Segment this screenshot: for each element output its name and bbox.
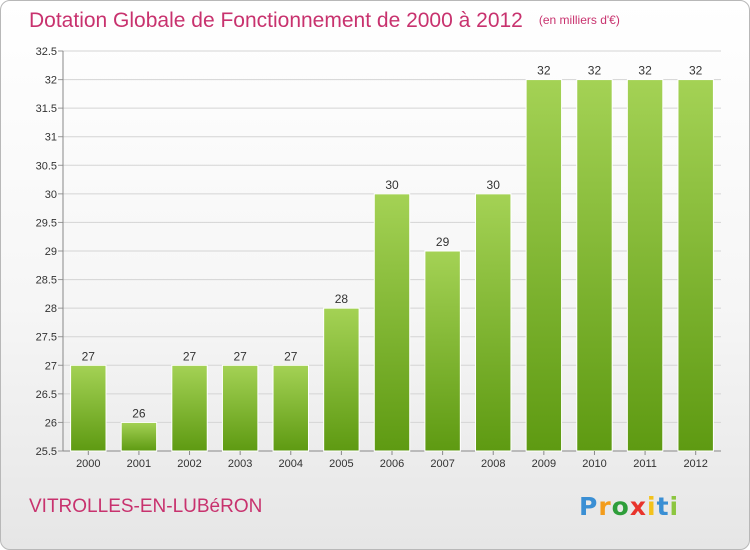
x-tick-label: 2003 xyxy=(228,458,252,470)
data-label: 27 xyxy=(82,349,96,363)
y-tick-label: 27.5 xyxy=(36,332,57,344)
x-tick-label: 2004 xyxy=(279,458,303,470)
bar xyxy=(323,307,360,452)
logo-letter: i xyxy=(669,492,680,521)
x-tick-label: 2010 xyxy=(582,458,606,470)
x-tick-label: 2009 xyxy=(532,458,556,470)
y-tick-label: 30 xyxy=(45,189,57,201)
data-label: 26 xyxy=(132,406,146,420)
data-label: 30 xyxy=(385,178,399,192)
bar xyxy=(525,79,563,452)
data-label: 29 xyxy=(436,235,450,249)
data-label: 32 xyxy=(588,64,602,78)
data-label: 27 xyxy=(233,349,247,363)
x-tick-label: 2005 xyxy=(329,458,353,470)
x-tick-label: 2000 xyxy=(76,458,100,470)
y-tick-label: 28.5 xyxy=(36,275,57,287)
y-tick-label: 31.5 xyxy=(36,103,57,115)
proxiti-logo: Proxiti xyxy=(579,492,679,521)
data-label: 27 xyxy=(183,349,197,363)
bar xyxy=(677,79,714,452)
logo-letter: i xyxy=(647,492,657,521)
x-tick-label: 2012 xyxy=(683,458,707,470)
y-tick-label: 31 xyxy=(45,132,57,144)
bar xyxy=(475,193,512,452)
commune-name: VITROLLES-EN-LUBéRON xyxy=(29,496,263,517)
x-tick-label: 2008 xyxy=(481,458,505,470)
y-tick-label: 29.5 xyxy=(36,217,57,229)
chart-title-text: Dotation Globale de Fonctionnement de 20… xyxy=(29,9,523,32)
logo-letter: r xyxy=(598,492,612,521)
y-tick-label: 28 xyxy=(45,303,57,315)
logo-letter: t xyxy=(656,492,670,521)
x-tick-label: 2001 xyxy=(127,458,151,470)
bar xyxy=(626,79,664,452)
x-tick-label: 2002 xyxy=(177,458,201,470)
y-tick-label: 26 xyxy=(45,417,57,429)
x-tick-label: 2006 xyxy=(380,458,404,470)
data-label: 32 xyxy=(537,64,551,78)
chart-subtitle: (en milliers d'€) xyxy=(538,13,620,27)
y-tick-label: 25.5 xyxy=(36,446,57,458)
y-tick-label: 29 xyxy=(45,246,57,258)
chart-title: Dotation Globale de Fonctionnement de 20… xyxy=(29,9,620,33)
bar xyxy=(424,250,461,452)
x-tick-label: 2011 xyxy=(633,458,657,470)
logo-letter: x xyxy=(629,492,647,521)
y-tick-label: 32.5 xyxy=(36,46,57,58)
data-label: 30 xyxy=(487,178,501,192)
bar xyxy=(120,421,158,452)
y-tick-label: 30.5 xyxy=(36,160,57,172)
bar xyxy=(70,364,107,452)
bar xyxy=(221,364,259,452)
data-label: 32 xyxy=(638,64,652,78)
data-label: 32 xyxy=(689,64,703,78)
data-label: 27 xyxy=(284,349,298,363)
bar xyxy=(272,364,309,452)
x-tick-label: 2007 xyxy=(430,458,454,470)
bar xyxy=(171,364,208,452)
y-tick-label: 26.5 xyxy=(36,389,57,401)
y-tick-label: 27 xyxy=(45,360,57,372)
y-tick-label: 32 xyxy=(45,75,57,87)
bar xyxy=(373,193,411,452)
logo-letter: P xyxy=(579,492,599,521)
bar xyxy=(576,79,613,452)
logo-letter: o xyxy=(611,492,630,521)
data-label: 28 xyxy=(335,292,349,306)
